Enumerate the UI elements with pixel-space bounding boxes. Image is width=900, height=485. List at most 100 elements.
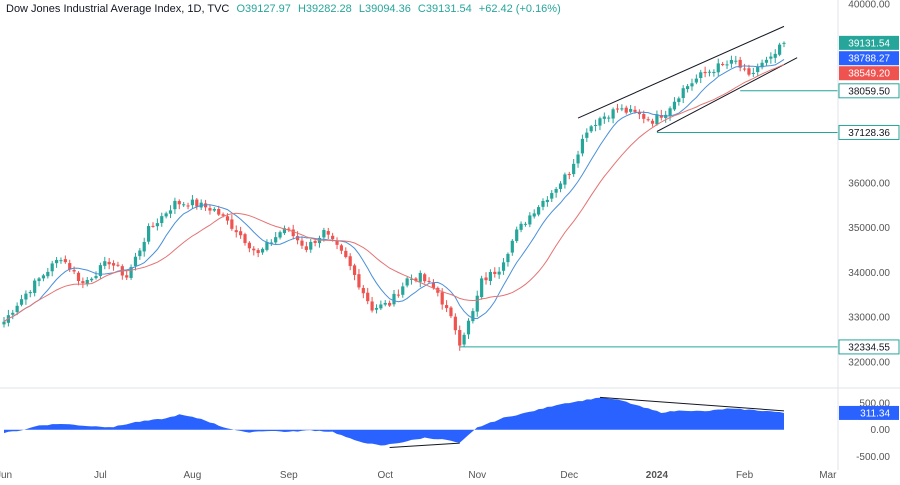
candle-body — [177, 201, 181, 205]
candle-body — [282, 228, 287, 234]
candle-body — [339, 245, 344, 251]
candle — [168, 205, 173, 219]
candle-body — [589, 126, 593, 132]
candle-body — [694, 78, 698, 83]
candle-body — [580, 138, 585, 154]
candle — [203, 199, 208, 211]
candle — [15, 302, 19, 316]
candle-body — [423, 274, 427, 282]
candle — [173, 197, 177, 215]
candle — [515, 226, 519, 243]
time-tick-label: Oct — [377, 470, 393, 481]
candle — [344, 247, 348, 259]
candle-body — [260, 248, 265, 253]
candle-body — [480, 278, 484, 298]
candle — [24, 290, 28, 305]
candle — [598, 116, 602, 131]
candle-body — [173, 200, 177, 210]
price-badge: 38788.27 — [839, 51, 899, 66]
candle — [160, 212, 164, 227]
candle-body — [2, 321, 6, 325]
candle — [607, 115, 611, 123]
candle-body — [567, 174, 571, 176]
candle — [85, 277, 89, 287]
candle-body — [208, 208, 212, 211]
candle — [712, 69, 716, 77]
candle-body — [497, 271, 501, 275]
candle-body — [703, 71, 707, 74]
candle-body — [352, 265, 357, 275]
candle-body — [751, 72, 755, 74]
candle — [580, 134, 585, 157]
candle — [326, 227, 330, 240]
candle-body — [151, 225, 155, 227]
candle-body — [738, 59, 742, 68]
candle — [760, 59, 764, 70]
candle — [186, 202, 190, 210]
candle-body — [33, 280, 37, 293]
candle — [33, 278, 37, 297]
candle-body — [725, 64, 729, 66]
candlesticks — [2, 41, 786, 351]
candle — [734, 55, 738, 65]
candle-body — [357, 274, 361, 288]
candle-body — [769, 56, 773, 59]
candle — [274, 231, 278, 245]
candle — [125, 270, 129, 280]
candle-body — [24, 293, 28, 300]
time-tick-label: Mar — [819, 470, 837, 481]
candle — [50, 260, 54, 277]
candle — [668, 106, 672, 121]
badge-box — [839, 66, 899, 81]
candle — [742, 63, 747, 72]
candle — [379, 300, 383, 311]
candle — [462, 332, 466, 347]
candle — [545, 196, 549, 207]
candle-body — [721, 63, 725, 65]
candle — [444, 300, 449, 313]
candle-body — [401, 286, 405, 295]
candle — [366, 287, 370, 305]
candle — [282, 225, 287, 235]
candle — [541, 198, 545, 211]
candle — [523, 221, 528, 227]
candle — [506, 252, 510, 267]
candle-body — [458, 330, 462, 346]
candle — [59, 257, 63, 264]
candle-body — [734, 60, 738, 62]
candle — [716, 58, 720, 76]
price-axis[interactable]: 40000.00 36000.00 35000.00 34000.00 33000.00… — [0, 0, 900, 470]
badge-label: 37128.36 — [848, 128, 890, 139]
price-badges: 39131.54 38788.27 38549.20 38059.50 37128.36… — [838, 35, 900, 420]
candle-body — [742, 68, 747, 70]
candle — [357, 269, 361, 290]
time-axis[interactable]: Jun Jul Aug Sep Oct Nov Dec 2024 Feb Mar — [0, 470, 837, 481]
moving-averages — [3, 58, 785, 323]
candle-body — [611, 109, 615, 119]
candle — [519, 221, 523, 233]
candle — [418, 270, 422, 288]
candle-body — [615, 108, 620, 110]
candle-body — [11, 312, 15, 315]
candle-body — [221, 214, 225, 216]
candle — [475, 290, 479, 317]
candle-body — [593, 124, 598, 126]
candle-body — [291, 229, 295, 237]
candle — [655, 110, 659, 126]
symbol-title[interactable]: Dow Jones Industrial Average Index, 1D, … — [6, 3, 230, 15]
oscillator-area — [4, 397, 784, 446]
candle — [629, 104, 633, 114]
candle — [532, 209, 536, 219]
candle — [120, 264, 124, 280]
candle — [778, 42, 782, 57]
candle-body — [230, 219, 234, 229]
candle — [300, 236, 304, 249]
candle-body — [506, 253, 510, 263]
candle — [773, 49, 777, 64]
candle — [269, 239, 273, 247]
candle-body — [383, 302, 387, 305]
candle-body — [326, 231, 330, 235]
candle-body — [287, 228, 291, 230]
price-badge: 38549.20 — [839, 66, 899, 81]
